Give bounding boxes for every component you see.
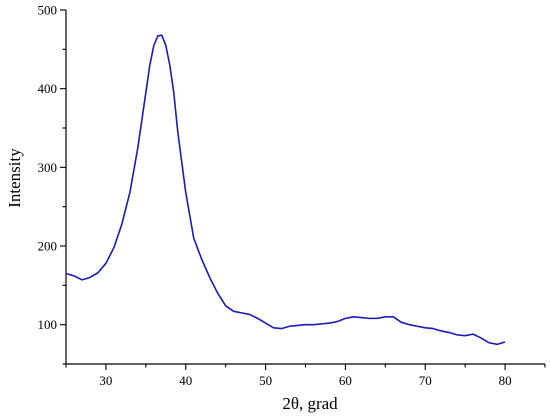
y-axis-title: Intensity (5, 148, 24, 208)
y-tick-label: 500 (38, 3, 58, 18)
x-tick-label: 50 (259, 373, 272, 388)
minor-ticks (62, 48, 546, 368)
major-ticks (60, 9, 506, 370)
x-tick-label: 80 (499, 373, 512, 388)
series-group (65, 34, 506, 346)
y-tick-label: 100 (38, 317, 58, 332)
x-tick-labels: 30 40 50 60 70 80 (99, 373, 511, 388)
y-tick-label: 400 (38, 81, 58, 96)
y-tick-label: 200 (38, 239, 58, 254)
x-tick-label: 60 (339, 373, 352, 388)
x-tick-label: 30 (99, 373, 112, 388)
x-axis-title: 2θ, grad (282, 394, 338, 413)
series-line (65, 34, 506, 346)
y-tick-labels: 100 200 300 400 500 (38, 3, 58, 333)
y-tick-label: 300 (38, 160, 58, 175)
x-tick-label: 70 (419, 373, 432, 388)
x-tick-label: 40 (179, 373, 192, 388)
axes (65, 10, 545, 365)
